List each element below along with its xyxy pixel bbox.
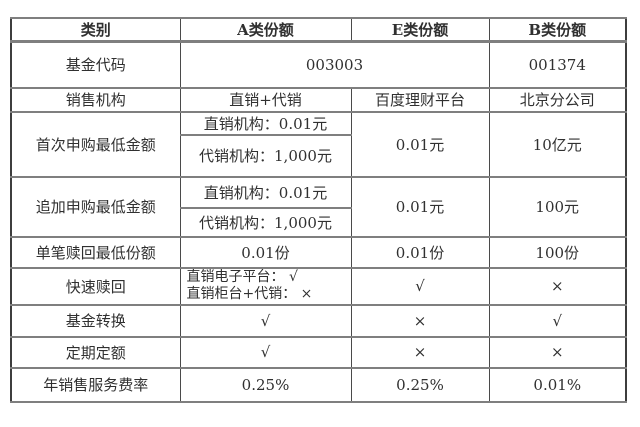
label-regular-investment: 定期定额 [10,335,181,369]
row-regular-investment: 定期定额 √ × × [10,335,627,369]
cell-annual-sales-fee-e: 0.25% [350,366,490,403]
label-fund-code: 基金代码 [10,40,181,89]
fast-redemption-a-line1: 直销电子平台： √ [186,269,298,286]
header-class-b: B类份额 [488,17,627,43]
cell-fund-code-a-e: 003003 [179,40,490,89]
cell-regular-investment-a: √ [179,335,352,369]
cell-regular-investment-b: × [488,335,627,369]
header-category: 类别 [10,17,181,43]
label-min-redemption-shares: 单笔赎回最低份额 [10,235,181,269]
cell-additional-min-purchase-b: 100元 [488,175,627,238]
row-min-redemption-shares: 单笔赎回最低份额 0.01份 0.01份 100份 [10,235,627,269]
cell-annual-sales-fee-a: 0.25% [179,366,352,403]
row-sales-org: 销售机构 直销+代销 百度理财平台 北京分公司 [10,86,627,113]
cell-additional-min-purchase-a-direct: 直销机构：0.01元 [179,175,352,209]
cell-additional-min-purchase-e: 0.01元 [350,175,490,238]
row-fast-redemption: 快速赎回 直销电子平台： √ 直销柜台+代销： × √ × [10,266,627,306]
cell-first-min-purchase-e: 0.01元 [350,110,490,178]
row-fund-code: 基金代码 003003 001374 [10,40,627,89]
header-class-e: E类份额 [350,17,490,43]
label-sales-org: 销售机构 [10,86,181,113]
cell-first-min-purchase-b: 10亿元 [488,110,627,178]
row-first-min-purchase-sub1: 首次申购最低金额 直销机构：0.01元 0.01元 10亿元 [10,110,627,178]
row-fund-conversion: 基金转换 √ × √ [10,303,627,338]
cell-fund-conversion-a: √ [179,303,352,338]
fund-share-comparison-table: 类别 A类份额 E类份额 B类份额 基金代码 003003 001374 销售机… [10,17,627,403]
label-fast-redemption: 快速赎回 [10,266,181,306]
cell-first-min-purchase-a-direct: 直销机构：0.01元 [179,110,352,136]
cell-annual-sales-fee-b: 0.01% [488,366,627,403]
row-annual-sales-fee: 年销售服务费率 0.25% 0.25% 0.01% [10,366,627,403]
label-first-min-purchase: 首次申购最低金额 [10,110,181,178]
cell-fund-conversion-e: × [350,303,490,338]
fast-redemption-a-line2: 直销柜台+代销： × [186,286,313,302]
header-class-a: A类份额 [179,17,352,43]
row-first-min-purchase-sub2: 代销机构：1,000元 [11,133,626,178]
cell-first-min-purchase-a-agency: 代销机构：1,000元 [179,133,352,178]
row-additional-min-purchase-sub2: 代销机构：1,000元 [11,206,626,238]
cell-sales-org-a: 直销+代销 [179,86,352,113]
label-fund-conversion: 基金转换 [10,303,181,338]
cell-fast-redemption-e: √ [350,266,490,306]
label-annual-sales-fee: 年销售服务费率 [10,366,181,403]
cell-additional-min-purchase-a-agency: 代销机构：1,000元 [179,206,352,238]
cell-fast-redemption-a: 直销电子平台： √ 直销柜台+代销： × [179,266,352,306]
label-additional-min-purchase: 追加申购最低金额 [10,175,181,238]
cell-regular-investment-e: × [350,335,490,369]
cell-fund-code-b: 001374 [488,40,627,89]
cell-sales-org-e: 百度理财平台 [350,86,490,113]
cell-min-redemption-shares-e: 0.01份 [350,235,490,269]
cell-sales-org-b: 北京分公司 [488,86,627,113]
table-header-row: 类别 A类份额 E类份额 B类份额 [10,17,627,43]
cell-fund-conversion-b: √ [488,303,627,338]
cell-min-redemption-shares-b: 100份 [488,235,627,269]
cell-fast-redemption-b: × [488,266,627,306]
row-additional-min-purchase-sub1: 追加申购最低金额 直销机构：0.01元 0.01元 100元 [10,175,627,238]
cell-min-redemption-shares-a: 0.01份 [179,235,352,269]
